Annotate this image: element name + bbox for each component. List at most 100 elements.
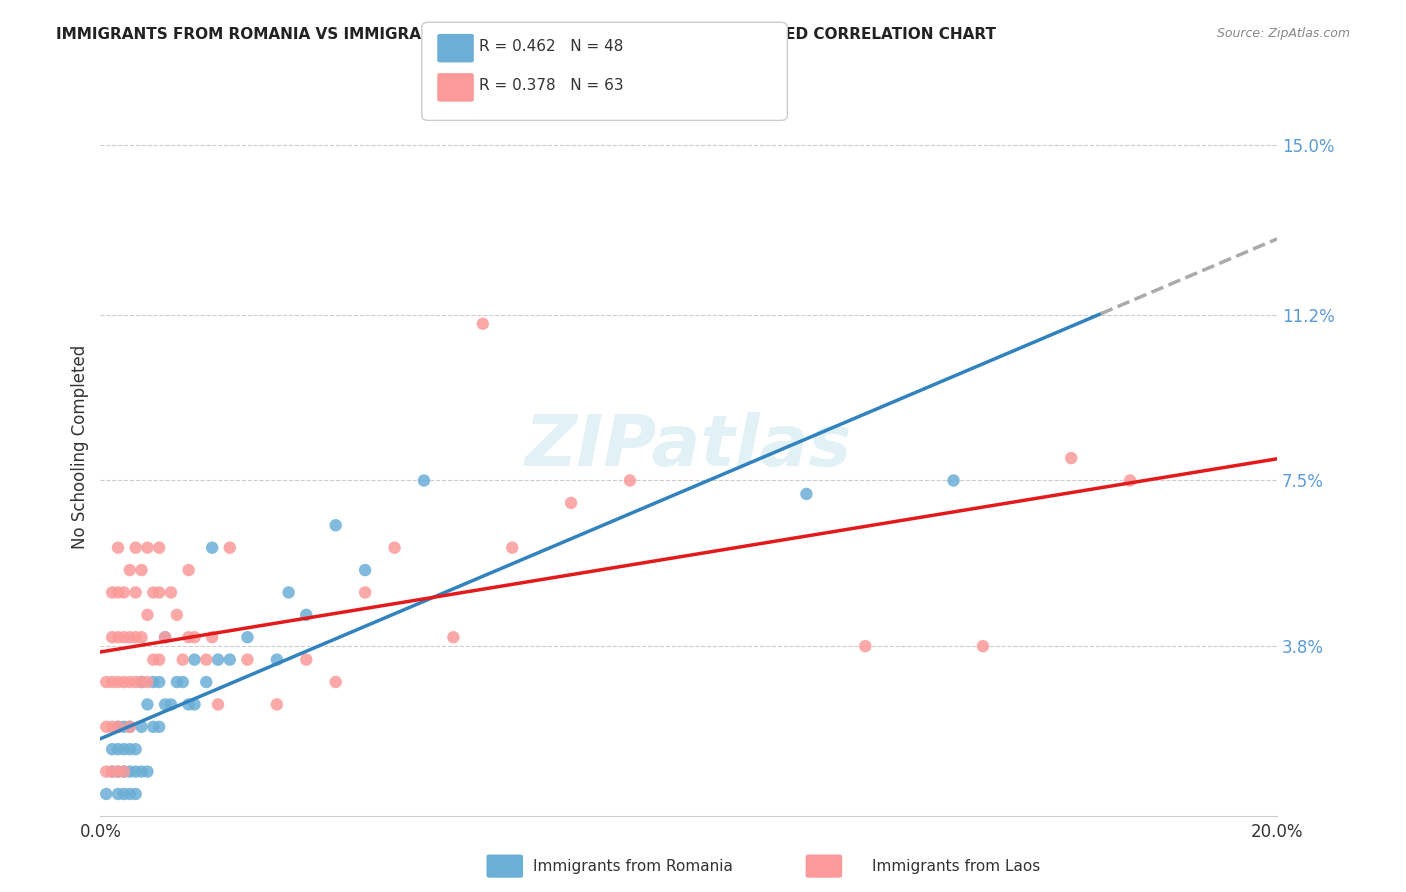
Point: [107, 764, 129, 779]
Point: [142, 585, 165, 599]
Point: [131, 720, 153, 734]
Point: [1060, 451, 1083, 466]
Point: [413, 474, 436, 488]
Point: [118, 787, 141, 801]
Point: [441, 630, 464, 644]
Point: [207, 652, 229, 666]
Point: [354, 563, 377, 577]
Point: [118, 720, 141, 734]
Point: [142, 675, 165, 690]
Point: [101, 720, 124, 734]
Point: [107, 541, 129, 555]
Point: [1119, 474, 1142, 488]
Point: [124, 742, 146, 756]
Point: [124, 675, 146, 690]
Point: [118, 630, 141, 644]
Point: [124, 787, 146, 801]
Point: [183, 698, 205, 712]
Point: [107, 720, 129, 734]
Y-axis label: No Schooling Completed: No Schooling Completed: [72, 345, 89, 549]
Point: [96, 787, 118, 801]
Point: [218, 652, 240, 666]
Point: [619, 474, 641, 488]
Point: [853, 639, 876, 653]
Point: [266, 698, 288, 712]
Point: [131, 675, 153, 690]
Point: [124, 541, 146, 555]
Point: [124, 764, 146, 779]
Text: ZIPatlas: ZIPatlas: [524, 412, 852, 482]
Point: [96, 675, 118, 690]
Point: [160, 585, 183, 599]
Point: [201, 541, 224, 555]
Point: [195, 675, 218, 690]
Point: [142, 720, 165, 734]
Point: [136, 698, 159, 712]
Point: [112, 675, 135, 690]
Point: [124, 630, 146, 644]
Text: R = 0.378   N = 63: R = 0.378 N = 63: [479, 78, 624, 93]
Point: [236, 652, 259, 666]
Point: [101, 585, 124, 599]
Point: [295, 607, 318, 622]
Point: [236, 630, 259, 644]
Point: [118, 764, 141, 779]
Point: [96, 720, 118, 734]
Point: [118, 742, 141, 756]
Point: [560, 496, 582, 510]
Point: [107, 720, 129, 734]
Point: [172, 675, 194, 690]
Text: Immigrants from Romania: Immigrants from Romania: [533, 859, 733, 874]
Point: [266, 652, 288, 666]
Point: [112, 787, 135, 801]
Point: [101, 764, 124, 779]
Point: [131, 675, 153, 690]
Point: [136, 541, 159, 555]
Point: [148, 675, 170, 690]
Point: [201, 630, 224, 644]
Point: [501, 541, 523, 555]
Point: [195, 652, 218, 666]
Text: Source: ZipAtlas.com: Source: ZipAtlas.com: [1216, 27, 1350, 40]
Point: [112, 764, 135, 779]
Point: [101, 630, 124, 644]
Point: [166, 675, 188, 690]
Point: [325, 518, 347, 533]
Point: [972, 639, 994, 653]
Point: [218, 541, 240, 555]
Text: Immigrants from Laos: Immigrants from Laos: [872, 859, 1040, 874]
Point: [148, 585, 170, 599]
Point: [112, 742, 135, 756]
Point: [124, 585, 146, 599]
Point: [172, 652, 194, 666]
Point: [354, 585, 377, 599]
Point: [107, 742, 129, 756]
Point: [325, 675, 347, 690]
Point: [107, 585, 129, 599]
Point: [107, 630, 129, 644]
Point: [148, 652, 170, 666]
Point: [131, 630, 153, 644]
Point: [384, 541, 406, 555]
Point: [177, 563, 200, 577]
Point: [118, 563, 141, 577]
Point: [177, 698, 200, 712]
Point: [183, 630, 205, 644]
Point: [153, 630, 176, 644]
Point: [471, 317, 494, 331]
Point: [107, 787, 129, 801]
Point: [142, 652, 165, 666]
Point: [107, 764, 129, 779]
Point: [101, 675, 124, 690]
Point: [153, 698, 176, 712]
Point: [112, 630, 135, 644]
Point: [112, 720, 135, 734]
Point: [207, 698, 229, 712]
Point: [160, 698, 183, 712]
Point: [101, 764, 124, 779]
Point: [942, 474, 965, 488]
Point: [183, 652, 205, 666]
Point: [131, 563, 153, 577]
Point: [277, 585, 299, 599]
Point: [153, 630, 176, 644]
